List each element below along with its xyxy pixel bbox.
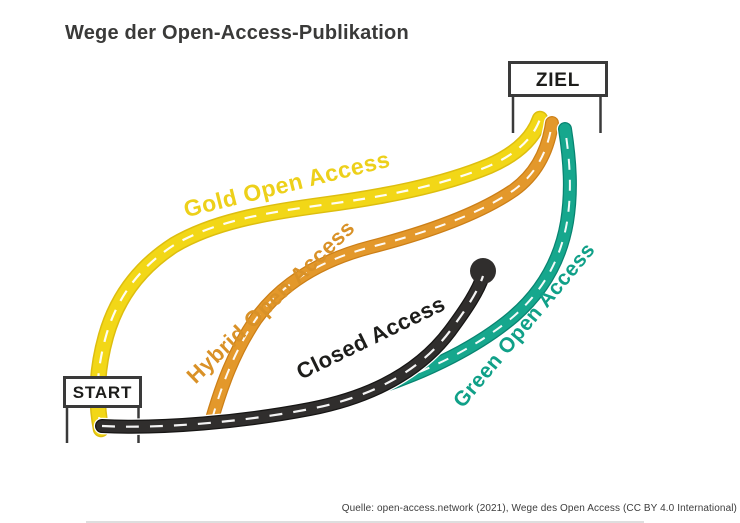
source-attribution: Quelle: open-access.network (2021), Wege… — [341, 503, 737, 514]
hybrid-road — [203, 114, 561, 428]
green-road — [371, 120, 579, 396]
gold-road — [88, 109, 550, 439]
closed-road-centerline — [101, 275, 485, 428]
green-road-centerline — [379, 128, 571, 388]
ziel-sign-label: ZIEL — [536, 70, 580, 91]
start-sign-label: START — [73, 383, 132, 402]
gold-road-centerline — [96, 118, 542, 430]
ziel-sign: ZIEL — [508, 61, 608, 97]
green-road-label: Green Open Access — [449, 239, 600, 413]
closed-road-dead-end — [470, 258, 496, 284]
hybrid-road-surface — [206, 117, 558, 425]
page-title: Wege der Open-Access-Publikation — [65, 22, 409, 44]
ziel-sign-posts — [511, 94, 602, 133]
closed-road — [93, 258, 496, 435]
page-bottom-edge — [86, 521, 644, 523]
start-sign: START — [63, 376, 142, 408]
